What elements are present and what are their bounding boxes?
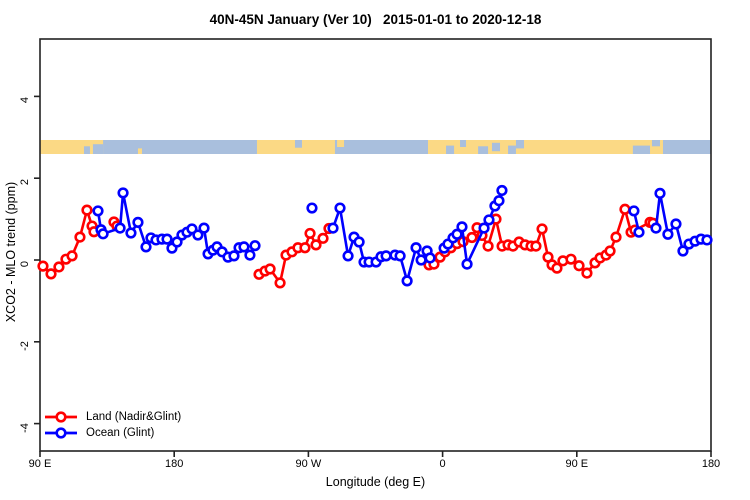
series-ocean-point — [496, 184, 508, 197]
plot-box — [39, 38, 712, 452]
x-tick-label: 90 E — [565, 458, 589, 470]
series-ocean-point — [327, 222, 339, 234]
map-band-ocean-segment — [103, 140, 257, 154]
map-band-ocean-segment — [478, 146, 489, 154]
series-ocean-point — [662, 228, 674, 240]
series-ocean-point — [132, 216, 144, 228]
series-ocean-point — [394, 250, 406, 262]
series-ocean-point — [461, 258, 473, 270]
series-ocean-point — [244, 249, 256, 261]
legend-point-sample — [55, 427, 67, 439]
series-ocean-point — [238, 241, 250, 253]
map-band-ocean-segment — [508, 145, 516, 154]
series-land-point — [66, 250, 78, 262]
map-band-ocean-segment — [662, 140, 711, 154]
map-band-ocean-segment — [92, 144, 104, 154]
series-land-point — [310, 239, 322, 251]
series-ocean-point — [249, 240, 261, 252]
legend-point-sample — [55, 411, 67, 423]
series-ocean-point — [493, 195, 505, 207]
series-ocean-point — [670, 218, 682, 230]
series-land-point — [610, 231, 622, 243]
series-ocean-point — [353, 236, 365, 248]
series-ocean-point — [478, 222, 490, 234]
series-ocean-point — [380, 250, 392, 262]
series-land-point — [482, 240, 494, 252]
series-ocean-point — [415, 254, 427, 266]
series-land-line — [42, 208, 96, 276]
series-ocean-point — [650, 222, 662, 234]
series-ocean-point — [161, 233, 173, 245]
x-axis-label: Longitude (deg E) — [325, 475, 426, 489]
series-ocean-point — [334, 202, 346, 214]
series-land-point — [619, 203, 631, 215]
chart-title: 40N-45N January (Ver 10) 2015-01-01 to 2… — [209, 12, 542, 27]
x-tick-label: 180 — [165, 458, 184, 470]
series-ocean-point — [424, 252, 436, 264]
series-ocean-point — [483, 214, 495, 226]
series-ocean-point — [92, 205, 104, 217]
map-band-ocean-segment — [651, 140, 661, 147]
series-land-point — [37, 260, 49, 272]
series-land-point — [45, 268, 57, 280]
series-land-point — [317, 232, 329, 244]
series-land-point — [299, 242, 311, 254]
series-ocean-point — [97, 228, 109, 240]
series-land-point — [81, 204, 93, 216]
map-band-land-speck — [337, 140, 345, 147]
series-ocean-point — [114, 222, 126, 234]
series-ocean-point — [633, 226, 645, 238]
series-ocean-point — [677, 245, 689, 257]
series-ocean-point — [456, 221, 468, 233]
map-band-ocean-segment — [446, 145, 455, 154]
series-ocean-point — [192, 229, 204, 241]
legend-label-land: Land (Nadir&Glint) — [86, 411, 182, 423]
series-ocean-point — [198, 222, 210, 234]
series-land-point — [573, 260, 585, 272]
series-land-point — [304, 227, 316, 240]
x-tick-label: 0 — [439, 458, 446, 470]
series-land-point — [53, 261, 65, 273]
series-ocean-point — [410, 242, 422, 254]
series-land-point — [74, 231, 86, 243]
map-band-ocean-segment — [515, 140, 525, 149]
series-ocean-point — [451, 228, 463, 240]
series-ocean-point — [654, 187, 666, 199]
series-ocean-point — [306, 202, 318, 214]
series-land-point — [466, 231, 478, 244]
map-band-ocean-segment — [83, 146, 90, 154]
series-ocean-point — [117, 187, 129, 199]
series-land-point — [536, 223, 548, 235]
x-tick-label: 90 W — [295, 458, 322, 470]
x-tick-label: 90 E — [28, 458, 52, 470]
series-land-point — [581, 267, 593, 279]
series-ocean-point — [228, 250, 240, 262]
map-band-land-speck — [137, 148, 142, 154]
x-tick-label: 180 — [701, 458, 721, 470]
series-ocean-point — [342, 250, 354, 262]
map-band-ocean-segment — [334, 140, 428, 154]
map-band-ocean-segment — [632, 145, 651, 154]
map-band-ocean-segment — [294, 140, 302, 148]
series-land-point — [274, 277, 286, 289]
series-land-point — [264, 263, 276, 275]
map-band-ocean-segment — [460, 140, 467, 147]
series-ocean-point — [140, 241, 152, 253]
series-ocean-point — [628, 205, 640, 217]
series-ocean-point — [701, 234, 713, 246]
legend-label-ocean: Ocean (Glint) — [86, 427, 155, 439]
series-land-point — [565, 253, 577, 265]
series-ocean-point — [125, 227, 137, 239]
series-land-point — [530, 240, 542, 252]
map-band-ocean-segment — [491, 142, 501, 152]
series-ocean-point — [401, 275, 413, 287]
series-land-point — [604, 245, 616, 257]
series-land-point — [551, 262, 563, 274]
